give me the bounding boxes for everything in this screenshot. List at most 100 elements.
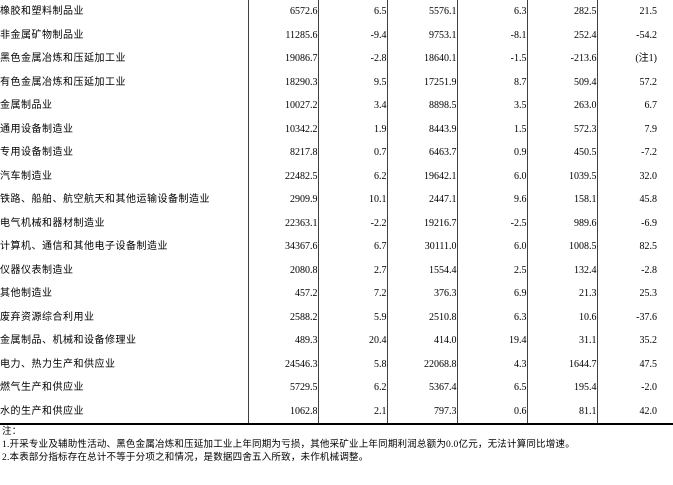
- value-cell: -7.2: [641, 147, 657, 159]
- value-cell: 20.4: [318, 329, 388, 353]
- value-cell: 10.1: [318, 188, 388, 212]
- value-cell: -9.4: [318, 23, 388, 47]
- value-cell: 82.5: [639, 241, 658, 253]
- table-row: 金属制品、机械和设备修理业 489.3 20.4 414.0 19.4 31.1…: [0, 329, 673, 353]
- value-cell: 7.2: [318, 282, 388, 306]
- value-cell: 414.0: [387, 329, 458, 353]
- industry-name-cell: 非金属矿物制品业: [0, 23, 249, 47]
- industry-name-cell: 铁路、船舶、航空航天和其他运输设备制造业: [0, 188, 249, 212]
- value-cell: -2.8: [641, 264, 657, 276]
- value-cell: 42.0: [639, 405, 658, 417]
- industry-name-cell: 黑色金属冶炼和压延加工业: [0, 47, 249, 71]
- value-cell: -2.2: [318, 211, 388, 235]
- value-cell: 797.3: [387, 399, 458, 423]
- value-cell: 5.8: [318, 352, 388, 376]
- value-cell: 376.3: [387, 282, 458, 306]
- industry-name-cell: 水的生产和供应业: [0, 399, 249, 423]
- value-cell: 21.3: [527, 282, 598, 306]
- value-cell: 5729.5: [248, 376, 319, 400]
- table-row: 黑色金属冶炼和压延加工业 19086.7 -2.8 18640.1 -1.5 -…: [0, 47, 673, 71]
- table-row: 专用设备制造业 8217.8 0.7 6463.7 0.9 450.5 -7.2: [0, 141, 673, 165]
- industry-name-cell: 通用设备制造业: [0, 117, 249, 141]
- value-cell: 19.4: [457, 329, 528, 353]
- table-row: 铁路、船舶、航空航天和其他运输设备制造业 2909.9 10.1 2447.1 …: [0, 188, 673, 212]
- value-cell: 10.6: [527, 305, 598, 329]
- value-cell: -2.8: [318, 47, 388, 71]
- industry-name-cell: 专用设备制造业: [0, 141, 249, 165]
- table-row: 水的生产和供应业 1062.8 2.1 797.3 0.6 81.1 42.0: [0, 399, 673, 423]
- value-cell: 6.5: [318, 0, 388, 24]
- value-cell: 2588.2: [248, 305, 319, 329]
- value-cell: 6.7: [644, 100, 658, 112]
- value-cell: 30111.0: [387, 235, 458, 259]
- value-cell: 195.4: [527, 376, 598, 400]
- note-item-1: 1.开采专业及辅助性活动、黑色金属冶炼和压延加工业上年同期为亏损，其他采矿业上年…: [2, 440, 575, 450]
- value-cell: 6572.6: [248, 0, 319, 24]
- value-cell: 21.5: [639, 6, 658, 18]
- industry-name-cell: 有色金属冶炼和压延加工业: [0, 70, 249, 94]
- value-cell: 6.9: [457, 282, 528, 306]
- table-row: 废弃资源综合利用业 2588.2 5.9 2510.8 6.3 10.6 -37…: [0, 305, 673, 329]
- value-cell: 0.7: [318, 141, 388, 165]
- value-cell: 263.0: [527, 94, 598, 118]
- value-cell: 22363.1: [248, 211, 319, 235]
- value-cell: 3.5: [457, 94, 528, 118]
- value-cell: 1.5: [457, 117, 528, 141]
- industry-profit-table: 橡胶和塑料制品业 6572.6 6.5 5576.1 6.3 282.5 21.…: [0, 0, 673, 423]
- value-cell: 6.0: [457, 164, 528, 188]
- industry-name-cell: 其他制造业: [0, 282, 249, 306]
- value-cell: -54.2: [636, 29, 657, 41]
- value-cell: 9.6: [457, 188, 528, 212]
- value-cell: 6.3: [457, 305, 528, 329]
- value-cell: 1.9: [318, 117, 388, 141]
- value-cell: 22482.5: [248, 164, 319, 188]
- table-row: 非金属矿物制品业 11285.6 -9.4 9753.1 -8.1 252.4 …: [0, 23, 673, 47]
- value-cell: 1062.8: [248, 399, 319, 423]
- value-cell: 18290.3: [248, 70, 319, 94]
- value-cell: 1554.4: [387, 258, 458, 282]
- industry-name-cell: 橡胶和塑料制品业: [0, 0, 249, 24]
- table-row: 电力、热力生产和供应业 24546.3 5.8 22068.8 4.3 1644…: [0, 352, 673, 376]
- value-cell: -2.0: [641, 382, 657, 394]
- value-cell: 57.2: [639, 76, 658, 88]
- industry-name-cell: 废弃资源综合利用业: [0, 305, 249, 329]
- value-cell: 1644.7: [527, 352, 598, 376]
- industry-table-body: 橡胶和塑料制品业 6572.6 6.5 5576.1 6.3 282.5 21.…: [0, 0, 673, 423]
- industry-profit-table-wrap: 橡胶和塑料制品业 6572.6 6.5 5576.1 6.3 282.5 21.…: [0, 0, 673, 425]
- value-cell: 509.4: [527, 70, 598, 94]
- value-cell: 9.5: [318, 70, 388, 94]
- value-cell: 1008.5: [527, 235, 598, 259]
- industry-name-cell: 电气机械和器材制造业: [0, 211, 249, 235]
- value-cell: 8217.8: [248, 141, 319, 165]
- industry-name-cell: 金属制品业: [0, 94, 249, 118]
- value-cell: 457.2: [248, 282, 319, 306]
- value-cell: 25.3: [639, 288, 658, 300]
- table-row: 有色金属冶炼和压延加工业 18290.3 9.5 17251.9 8.7 509…: [0, 70, 673, 94]
- value-cell: 10342.2: [248, 117, 319, 141]
- value-cell: -37.6: [636, 311, 657, 323]
- value-cell: 7.9: [644, 123, 658, 135]
- value-cell: 4.3: [457, 352, 528, 376]
- value-cell: 6.3: [457, 0, 528, 24]
- table-row: 通用设备制造业 10342.2 1.9 8443.9 1.5 572.3 7.9: [0, 117, 673, 141]
- value-cell: 3.4: [318, 94, 388, 118]
- value-cell: 18640.1: [387, 47, 458, 71]
- industry-name-cell: 电力、热力生产和供应业: [0, 352, 249, 376]
- value-cell: 252.4: [527, 23, 598, 47]
- value-cell: 489.3: [248, 329, 319, 353]
- table-row: 燃气生产和供应业 5729.5 6.2 5367.4 6.5 195.4 -2.…: [0, 376, 673, 400]
- value-cell: 6.7: [318, 235, 388, 259]
- value-cell: 8.7: [457, 70, 528, 94]
- table-row: 计算机、通信和其他电子设备制造业 34367.6 6.7 30111.0 6.0…: [0, 235, 673, 259]
- industry-name-cell: 金属制品、机械和设备修理业: [0, 329, 249, 353]
- value-cell: -6.9: [641, 217, 657, 229]
- value-cell: 47.5: [639, 358, 658, 370]
- value-cell: 81.1: [527, 399, 598, 423]
- value-cell: 2.7: [318, 258, 388, 282]
- value-cell: 2510.8: [387, 305, 458, 329]
- industry-name-cell: 仪器仪表制造业: [0, 258, 249, 282]
- table-row: 仪器仪表制造业 2080.8 2.7 1554.4 2.5 132.4 -2.8: [0, 258, 673, 282]
- industry-name-cell: 计算机、通信和其他电子设备制造业: [0, 235, 249, 259]
- table-row: 金属制品业 10027.2 3.4 8898.5 3.5 263.0 6.7: [0, 94, 673, 118]
- note-item-2: 2.本表部分指标存在总计不等于分项之和情况，是数据四舍五入所致，未作机械调整。: [2, 453, 369, 463]
